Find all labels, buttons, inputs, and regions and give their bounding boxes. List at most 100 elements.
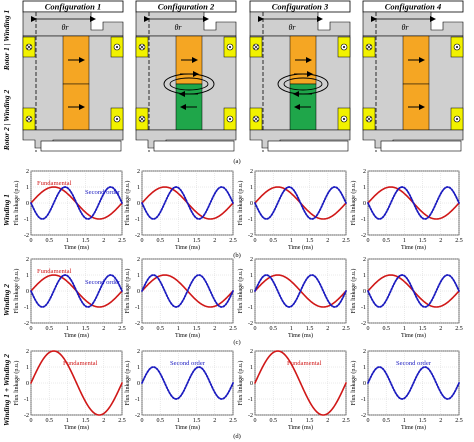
y-tick-label: 2 (250, 169, 253, 175)
y-axis-label: Flux linkage (p.u.) (237, 269, 244, 314)
y-tick-label: -1 (361, 305, 366, 311)
x-axis-label: Time (ms) (401, 244, 426, 251)
legend-fundamental: Fundamental (37, 180, 72, 187)
y-tick-label: -1 (248, 305, 253, 311)
x-tick-label: 1 (403, 238, 406, 244)
y-axis-label: Flux linkage (p.u.) (124, 181, 131, 226)
row-labels: Rotor 1 | Winding 1 Rotor 2 | Winding 2 Wi… (2, 10, 11, 426)
theta-label: θr (61, 23, 69, 32)
plot-winding2-config3: -2 -1 0 1 2 0 0.5 1 1.5 2 2.5 Time (ms) Flux linkage… (237, 257, 350, 339)
legend-fundamental: Fundamental (287, 360, 322, 367)
x-tick-label: 1 (66, 418, 69, 424)
dot-icon-mark (229, 118, 231, 120)
plot-sum-config3: -2 -1 0 1 2 0 0.5 1 1.5 2 2.5 Time (ms) Flux linkage… (237, 349, 350, 431)
series-fundamental (254, 350, 347, 416)
cross-icon-mark (26, 116, 32, 122)
x-tick-label: 0 (254, 418, 257, 424)
x-tick-label: 0 (254, 238, 257, 244)
x-tick-label: 1.5 (306, 326, 314, 332)
x-tick-label: 2.5 (455, 418, 463, 424)
x-tick-label: 1.5 (193, 326, 201, 332)
rotor1 (22, 11, 124, 37)
x-tick-label: 2 (326, 238, 329, 244)
plot-sum-config4: -2 -1 0 1 2 0 0.5 1 1.5 2 2.5 Time (ms) Flux linkage… (350, 349, 463, 431)
dot-icon-mark (343, 118, 345, 120)
y-tick-label: 0 (137, 289, 140, 295)
y-tick-label: 2 (363, 257, 366, 263)
y-tick-label: 1 (26, 365, 29, 371)
x-tick-label: 1 (403, 326, 406, 332)
x-tick-label: 0.5 (156, 326, 164, 332)
x-tick-label: 0 (367, 238, 370, 244)
dot-icon-mark (456, 46, 458, 48)
y-axis-label: Flux linkage (p.u.) (124, 269, 131, 314)
dot-icon-mark (116, 118, 118, 120)
legend-second-order: Second order (396, 360, 432, 367)
y-tick-label: -1 (248, 397, 253, 403)
y-tick-label: -1 (361, 217, 366, 223)
y-tick-label: -1 (135, 397, 140, 403)
y-axis-label: Flux linkage (p.u.) (350, 361, 357, 406)
x-tick-label: 2.5 (118, 238, 126, 244)
flux-linkage-plots: -2 -1 0 1 2 0 0.5 1 1.5 2 2.5 Time (ms) Flux linkage… (13, 169, 463, 431)
y-axis-label: Flux linkage (p.u.) (124, 361, 131, 406)
x-tick-label: 0 (367, 418, 370, 424)
x-tick-label: 2 (439, 418, 442, 424)
y-axis-label: Flux linkage (p.u.) (350, 181, 357, 226)
y-tick-label: -2 (135, 233, 140, 239)
x-tick-label: 0 (141, 418, 144, 424)
x-axis-label: Time (ms) (288, 244, 313, 251)
x-tick-label: 0.5 (382, 418, 390, 424)
configuration-4: Configuration 4 θr (362, 0, 464, 152)
plot-winding1-config2: -2 -1 0 1 2 0 0.5 1 1.5 2 2.5 Time (ms) Flux linkage… (124, 169, 237, 251)
x-tick-label: 2.5 (118, 326, 126, 332)
x-tick-label: 0 (30, 238, 33, 244)
y-tick-label: 2 (250, 349, 253, 355)
x-tick-label: 2 (326, 418, 329, 424)
x-tick-label: 2.5 (342, 238, 350, 244)
series-second-order (141, 366, 234, 400)
cross-icon-mark (253, 44, 259, 50)
y-tick-label: 2 (137, 169, 140, 175)
y-tick-label: 2 (26, 257, 29, 263)
y-tick-label: -2 (24, 321, 29, 327)
y-tick-label: 0 (250, 381, 253, 387)
x-tick-label: 0 (141, 238, 144, 244)
configuration-3: Configuration 3 θr (249, 0, 351, 152)
cross-icon-mark (253, 116, 259, 122)
cross-icon-mark (366, 116, 372, 122)
row-label-winding-sum: Winding 1 + Winding 2 (2, 354, 11, 426)
y-tick-label: -1 (135, 305, 140, 311)
x-tick-label: 1.5 (306, 238, 314, 244)
cross-icon-mark (26, 44, 32, 50)
x-tick-label: 0 (30, 326, 33, 332)
x-tick-label: 0 (141, 326, 144, 332)
y-tick-label: -2 (24, 233, 29, 239)
x-tick-label: 1 (177, 238, 180, 244)
y-axis-label: Flux linkage (p.u.) (13, 361, 20, 406)
x-tick-label: 0.5 (156, 418, 164, 424)
y-axis-label: Flux linkage (p.u.) (237, 181, 244, 226)
y-tick-label: 1 (250, 273, 253, 279)
y-tick-label: 2 (26, 349, 29, 355)
subfigure-label-b: (b) (233, 252, 241, 259)
series-second-order (30, 186, 123, 220)
y-tick-label: 0 (363, 289, 366, 295)
plot-sum-config2: -2 -1 0 1 2 0 0.5 1 1.5 2 2.5 Time (ms) Flux linkage… (124, 349, 237, 431)
series-second-order (254, 274, 347, 308)
y-tick-label: 0 (137, 381, 140, 387)
y-tick-label: -1 (24, 397, 29, 403)
y-tick-label: -1 (24, 305, 29, 311)
x-axis-label: Time (ms) (64, 244, 89, 251)
y-axis-label: Flux linkage (p.u.) (13, 269, 20, 314)
x-tick-label: 2 (326, 326, 329, 332)
x-tick-label: 1 (66, 326, 69, 332)
x-axis-label: Time (ms) (175, 332, 200, 339)
config-title: Configuration 4 (385, 2, 441, 12)
x-tick-label: 1.5 (82, 326, 90, 332)
rotor2-slot (153, 140, 235, 152)
configuration-2: Configuration 2 θr (135, 0, 237, 152)
x-tick-label: 1.5 (193, 418, 201, 424)
